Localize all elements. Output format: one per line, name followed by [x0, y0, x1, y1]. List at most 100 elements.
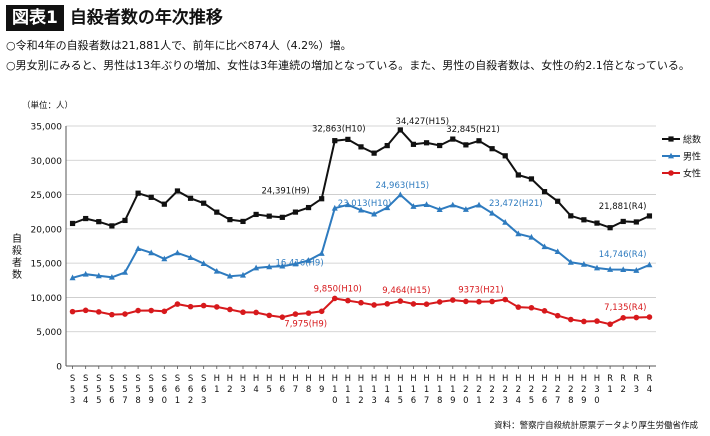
data-point: [554, 312, 561, 319]
data-label: 9,850(H10): [314, 284, 362, 294]
y-axis-title-char: 殺: [12, 244, 22, 257]
data-point: [161, 201, 167, 207]
data-point: [122, 217, 128, 224]
data-point: [240, 309, 246, 316]
data-point: [253, 211, 259, 218]
data-point: [292, 260, 299, 267]
data-label: 34,427(H15): [396, 117, 450, 127]
y-tick-label: 30,000: [31, 157, 63, 167]
data-point: [135, 307, 141, 314]
data-point: [319, 196, 325, 202]
data-point: [200, 302, 207, 309]
data-point: [226, 272, 233, 279]
data-point: [541, 189, 548, 195]
data-point: [541, 308, 548, 314]
data-point: [476, 201, 482, 208]
data-point: [607, 225, 613, 231]
data-point: [397, 127, 403, 133]
data-point: [227, 306, 233, 313]
data-point: [397, 191, 404, 198]
data-point: [646, 314, 653, 320]
data-point: [122, 311, 128, 317]
data-point: [463, 142, 469, 148]
data-point: [633, 314, 640, 321]
data-label: 32,845(H21): [446, 125, 500, 135]
data-point: [187, 303, 194, 310]
data-label: 21,881(R4): [599, 202, 647, 212]
data-point: [528, 176, 535, 182]
data-label: 9373(H21): [458, 286, 503, 296]
data-point: [305, 204, 312, 211]
data-point: [633, 267, 640, 273]
data-point: [528, 304, 535, 311]
data-point: [554, 248, 561, 255]
data-point: [502, 153, 508, 159]
data-point: [240, 271, 246, 278]
data-point: [371, 150, 377, 156]
data-point: [318, 308, 325, 315]
data-point: [201, 200, 207, 206]
data-point: [528, 233, 535, 240]
data-point: [502, 219, 509, 225]
data-point: [594, 264, 600, 271]
data-point: [187, 254, 194, 261]
data-point: [410, 301, 417, 307]
legend-label: 女性: [683, 168, 701, 180]
data-point: [476, 298, 482, 305]
data-point: [358, 144, 364, 150]
data-point: [450, 136, 456, 142]
data-point: [607, 266, 614, 272]
data-point: [371, 302, 377, 308]
data-point: [109, 223, 115, 229]
data-point: [174, 301, 181, 307]
data-point: [266, 312, 273, 319]
data-point: [620, 315, 627, 321]
data-point: [567, 316, 574, 323]
data-label: 7,135(R4): [604, 303, 646, 313]
data-point: [489, 298, 495, 305]
data-point: [305, 257, 312, 263]
data-point: [502, 296, 509, 303]
data-point: [541, 243, 548, 250]
data-point: [345, 297, 351, 304]
data-point: [462, 206, 469, 212]
data-point: [515, 230, 522, 237]
data-point: [580, 261, 587, 267]
data-point: [384, 204, 391, 211]
data-point: [69, 308, 76, 315]
data-point: [410, 203, 417, 209]
data-point: [82, 270, 89, 277]
data-point: [607, 321, 613, 328]
data-point: [594, 318, 600, 324]
data-point: [581, 217, 587, 223]
data-point: [135, 190, 141, 196]
data-point: [423, 140, 430, 146]
legend-label: 男性: [683, 151, 701, 163]
y-tick-label: 0: [56, 363, 62, 373]
data-point: [633, 219, 639, 225]
data-point: [108, 273, 115, 280]
data-point: [371, 210, 378, 217]
summary-note-2: ○男女別にみると、男性は13年ぶりの増加、女性は3年連続の増加となっている。また…: [6, 59, 690, 72]
